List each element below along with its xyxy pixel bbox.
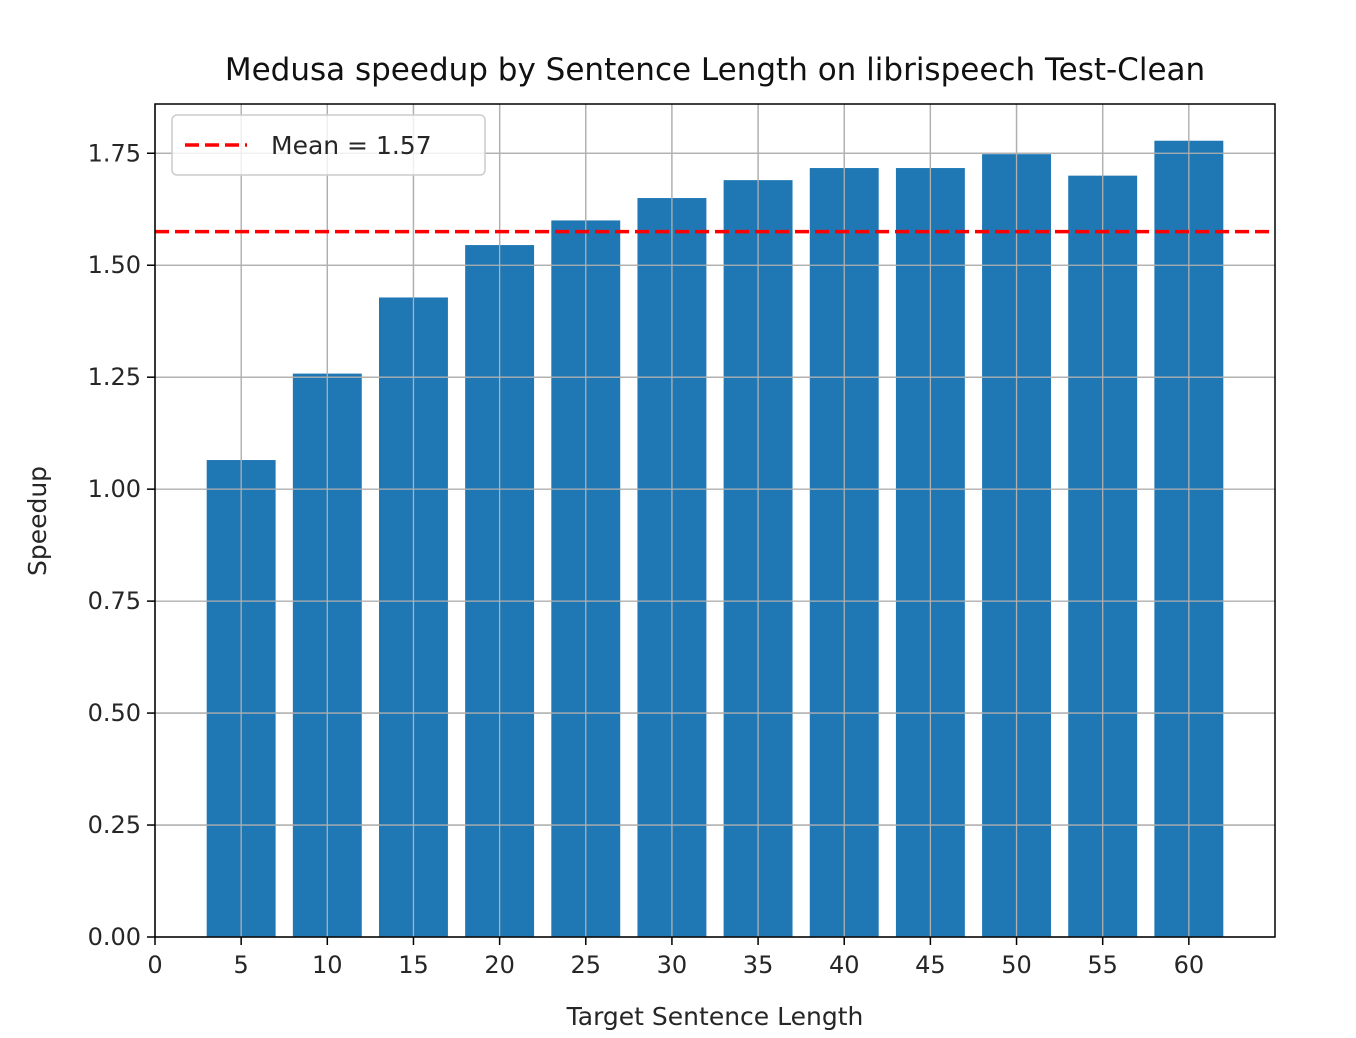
axes <box>154 103 1276 938</box>
x-tick-label: 25 <box>570 951 601 979</box>
bars <box>154 104 1275 938</box>
x-tick-label: 20 <box>484 951 515 979</box>
x-tick-label: 0 <box>147 951 162 979</box>
y-tick-label: 0.25 <box>88 811 141 839</box>
x-tick-label: 10 <box>312 951 343 979</box>
y-tick-label: 1.75 <box>88 139 141 167</box>
y-tick-label: 0.00 <box>88 923 141 951</box>
y-tick-label: 1.25 <box>88 363 141 391</box>
legend: Mean = 1.57 <box>171 114 486 176</box>
x-tick-label: 60 <box>1174 951 1205 979</box>
legend-box <box>171 114 486 176</box>
x-axis-label: Target Sentence Length <box>566 1002 864 1031</box>
ticks: 0 5 10 15 20 25 30 35 40 45 50 55 60 0.00 0.25 0.50 0.75… <box>88 139 1205 979</box>
x-tick-label: 30 <box>657 951 688 979</box>
y-tick-label: 1.50 <box>88 251 141 279</box>
y-tick-label: 1.00 <box>88 475 141 503</box>
x-tick-label: 35 <box>743 951 774 979</box>
chart-title: Medusa speedup by Sentence Length on lib… <box>225 52 1205 88</box>
x-tick-label: 5 <box>234 951 249 979</box>
y-tick-label: 0.75 <box>88 587 141 615</box>
x-tick-label: 40 <box>829 951 860 979</box>
x-tick-label: 50 <box>1001 951 1032 979</box>
y-tick-label: 0.50 <box>88 699 141 727</box>
x-tick-label: 15 <box>398 951 429 979</box>
legend-entry-mean: Mean = 1.57 <box>271 131 432 160</box>
x-tick-label: 45 <box>915 951 946 979</box>
y-axis-label: Speedup <box>23 466 52 576</box>
x-tick-label: 55 <box>1087 951 1118 979</box>
plot-frame <box>154 103 1276 938</box>
